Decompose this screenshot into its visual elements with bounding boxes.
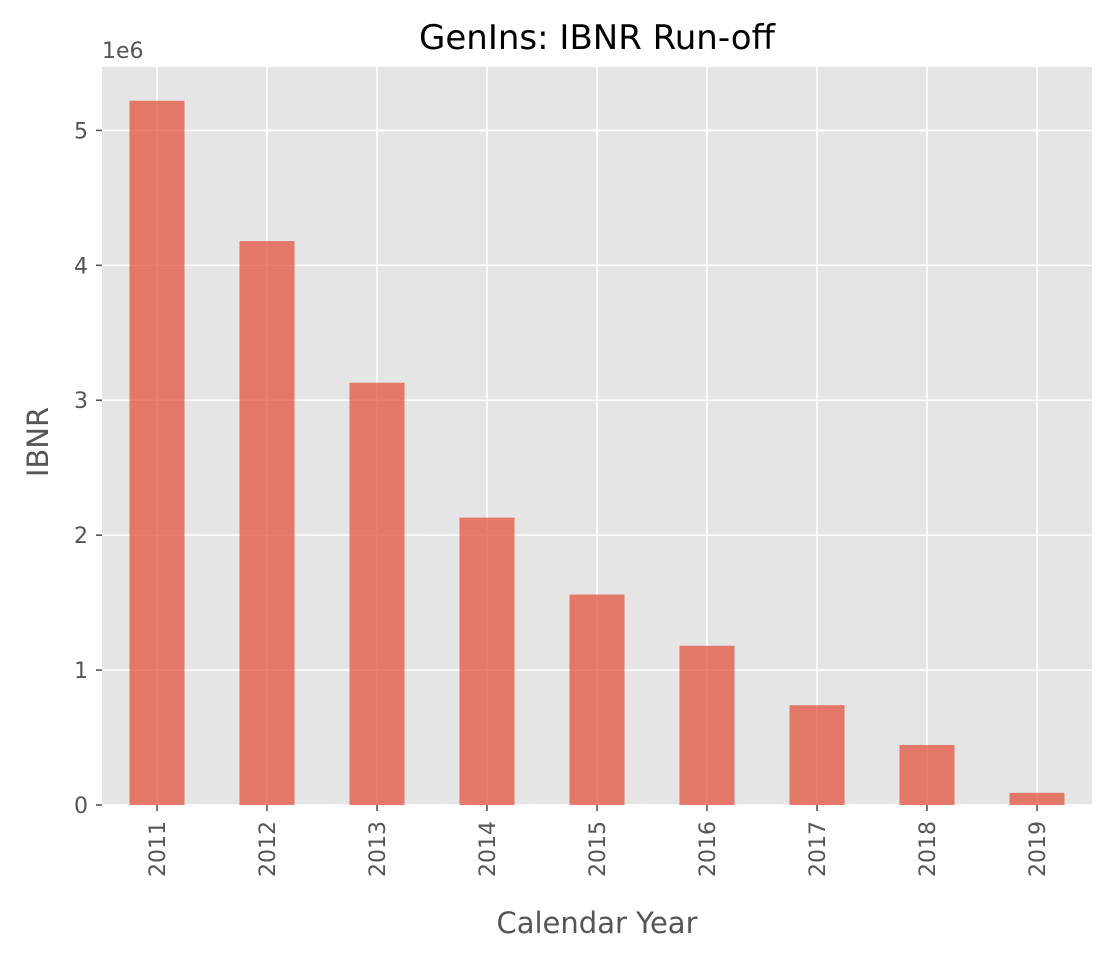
x-tick-label: 2011 — [146, 821, 171, 877]
x-axis-label: Calendar Year — [496, 906, 697, 940]
x-tick-label: 2017 — [806, 821, 831, 877]
y-tick-label: 4 — [74, 254, 88, 279]
bar-2014 — [459, 517, 515, 805]
y-tick-label: 0 — [74, 794, 88, 819]
chart-title: GenIns: IBNR Run-off — [419, 18, 776, 58]
bars — [129, 100, 1065, 805]
y-tick-label: 3 — [74, 389, 88, 414]
y-axis-ticks: 0 1 2 3 4 5 — [74, 119, 102, 819]
x-tick-label: 2012 — [256, 821, 281, 877]
bar-2015 — [569, 594, 625, 805]
y-tick-label: 2 — [74, 524, 88, 549]
x-tick-label: 2015 — [586, 821, 611, 877]
bar-2016 — [679, 645, 735, 805]
y-tick-label: 1 — [74, 659, 88, 684]
bar-2019 — [1009, 792, 1065, 805]
x-axis-ticks: 2011 2012 2013 2014 2015 2016 2017 2018 2019 — [146, 805, 1051, 877]
y-axis-label: IBNR — [21, 407, 55, 477]
bar-2013 — [349, 382, 405, 805]
bar-2017 — [789, 705, 845, 805]
x-tick-label: 2014 — [476, 821, 501, 877]
bar-2018 — [899, 744, 955, 805]
x-tick-label: 2018 — [916, 821, 941, 877]
y-tick-label: 5 — [74, 119, 88, 144]
x-tick-label: 2016 — [696, 821, 721, 877]
x-tick-label: 2019 — [1026, 821, 1051, 877]
y-axis-multiplier: 1e6 — [102, 39, 144, 64]
bar-2012 — [239, 241, 295, 805]
x-tick-label: 2013 — [366, 821, 391, 877]
bar-2011 — [129, 100, 185, 805]
